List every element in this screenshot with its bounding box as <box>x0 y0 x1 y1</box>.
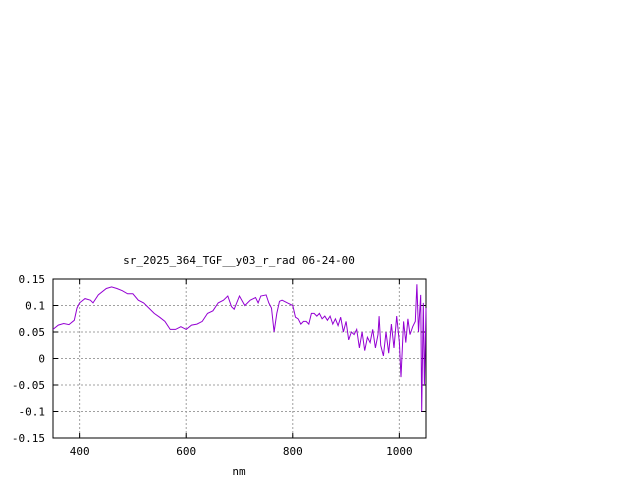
y-tick-label: -0.05 <box>12 379 45 392</box>
x-axis: 400 600 800 1000 <box>70 279 413 458</box>
x-tick-label: 1000 <box>386 445 413 458</box>
chart-title: sr_2025_364_TGF__y03_r_rad 06-24-00 <box>123 254 355 267</box>
x-tick-label: 600 <box>176 445 196 458</box>
y-tick-label: 0.05 <box>19 326 46 339</box>
x-tick-label: 400 <box>70 445 90 458</box>
grid-lines <box>53 279 426 438</box>
x-axis-label: nm <box>232 465 246 478</box>
y-tick-label: -0.15 <box>12 432 45 445</box>
series-line <box>52 284 427 412</box>
y-tick-label: -0.1 <box>19 406 46 419</box>
y-axis: 0.15 0.1 0.05 0 -0.05 -0.1 -0.15 <box>12 273 426 445</box>
y-tick-label: 0 <box>38 353 45 366</box>
y-tick-label: 0.15 <box>19 273 46 286</box>
y-tick-label: 0.1 <box>25 300 45 313</box>
x-tick-label: 800 <box>283 445 303 458</box>
